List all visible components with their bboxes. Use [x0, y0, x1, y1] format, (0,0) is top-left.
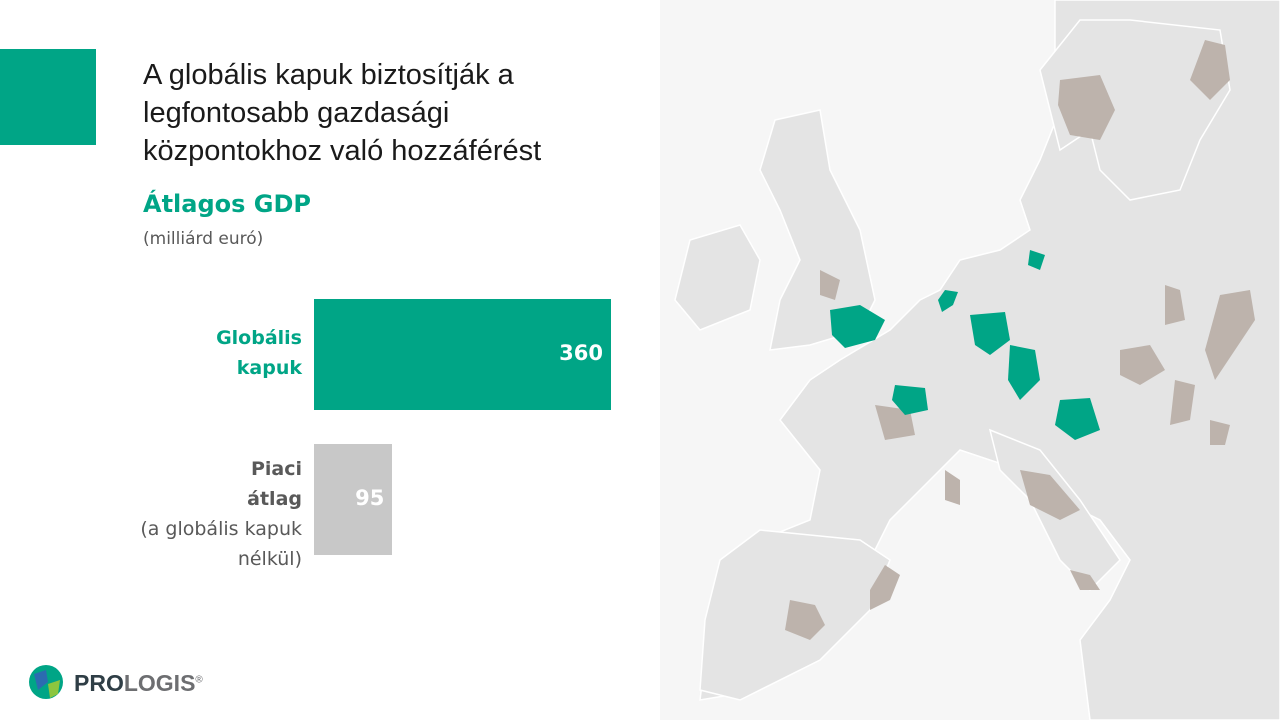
- logo-pro: PRO: [74, 670, 124, 696]
- logo-logis: LOGIS: [123, 670, 196, 696]
- logo-icon: [29, 665, 63, 699]
- title-line: A globális kapuk biztosítják a: [143, 59, 514, 91]
- accent-block: [0, 49, 96, 145]
- category-label: Globális kapuk: [216, 327, 302, 379]
- category-note: (a globális kapuk nélkül): [140, 518, 302, 570]
- bar: [314, 299, 611, 410]
- map: [660, 0, 1280, 720]
- logo-text: PROLOGIS®: [74, 670, 203, 697]
- bar: [314, 444, 393, 555]
- title-line: központokhoz való hozzáférést: [143, 135, 542, 167]
- title: A globális kapuk biztosítják a legfontosa…: [143, 56, 541, 170]
- value-label: 360: [559, 340, 603, 365]
- value-label: 95: [355, 485, 385, 510]
- unit: (milliárd euró): [143, 229, 264, 249]
- logo-mark: ®: [195, 674, 203, 686]
- title-line: legfontosabb gazdasági: [143, 97, 450, 129]
- category-label: Piaci átlag: [247, 458, 302, 510]
- subtitle: Átlagos GDP: [143, 190, 311, 218]
